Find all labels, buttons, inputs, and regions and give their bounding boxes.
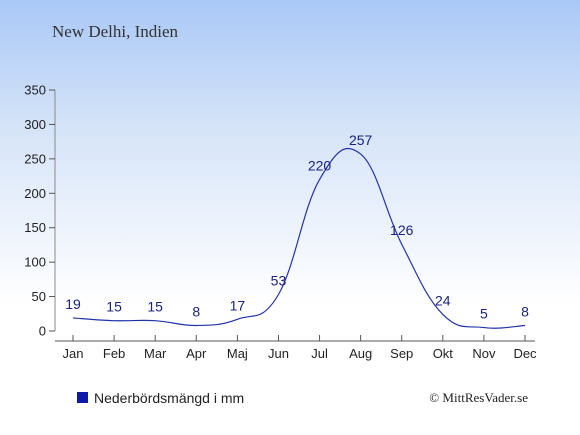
x-tick-label: Aug [349, 346, 372, 361]
data-label: 8 [521, 303, 529, 319]
chart-title: New Delhi, Indien [52, 22, 179, 41]
legend-label: Nederbördsmängd i mm [94, 390, 244, 406]
y-tick-label: 250 [24, 151, 46, 166]
x-tick-label: Jan [63, 346, 84, 361]
x-tick-label: Apr [186, 346, 207, 361]
x-tick-label: Jul [311, 346, 328, 361]
y-tick-labels: 0 50 100 150 200 250 300 350 [24, 83, 55, 339]
x-tick-label: Dec [513, 346, 537, 361]
x-tick-labels: Jan Feb Mar Apr Maj Jun Jul Aug Sep Okt Nov Dec [63, 335, 537, 361]
y-tick-label: 50 [32, 289, 46, 304]
precipitation-line [72, 148, 526, 329]
y-tick-label: 100 [24, 255, 46, 270]
data-label: 126 [390, 222, 414, 238]
data-label: 5 [480, 306, 488, 322]
data-label: 15 [147, 299, 163, 315]
data-label: 257 [349, 132, 373, 148]
legend-marker [77, 392, 88, 403]
y-tick-label: 0 [39, 324, 46, 339]
x-tick-label: Jun [268, 346, 289, 361]
data-labels: 19 15 15 8 17 53 220 257 126 24 5 8 [65, 132, 529, 322]
data-label: 19 [65, 296, 81, 312]
data-label: 24 [435, 292, 451, 308]
x-tick-label: Nov [472, 346, 496, 361]
data-label: 15 [106, 299, 122, 315]
y-tick-label: 150 [24, 220, 46, 235]
data-label: 220 [308, 158, 332, 174]
x-tick-label: Maj [227, 346, 248, 361]
credit-text: © MittResVader.se [429, 390, 528, 405]
y-tick-label: 200 [24, 186, 46, 201]
data-label: 8 [192, 303, 200, 319]
y-tick-label: 350 [24, 83, 46, 98]
y-tick-label: 300 [24, 117, 46, 132]
x-tick-label: Okt [433, 346, 454, 361]
x-tick-label: Sep [390, 346, 413, 361]
data-label: 17 [230, 297, 246, 313]
data-label: 53 [271, 273, 287, 289]
x-tick-label: Feb [103, 346, 125, 361]
x-tick-label: Mar [144, 346, 167, 361]
